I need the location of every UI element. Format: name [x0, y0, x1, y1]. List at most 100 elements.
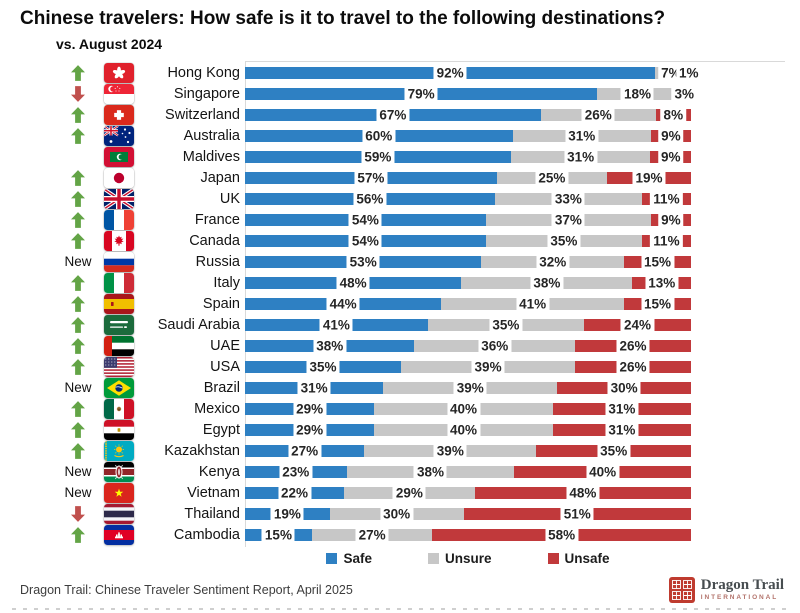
stacked-bar: 38% 36% 26% — [245, 338, 691, 353]
safe-value-label: 60% — [362, 128, 396, 143]
unsure-bar-segment: 39% — [401, 359, 576, 374]
eg-flag-icon — [104, 419, 134, 440]
safe-value-label: 67% — [376, 107, 410, 122]
unsafe-value-label: 51% — [560, 506, 594, 521]
chart-row: Kazakhstan 27% 39% 35% — [0, 440, 800, 461]
chart-row: Thailand 19% 30% 51% — [0, 503, 800, 524]
chart-legend: Safe Unsure Unsafe — [245, 551, 691, 566]
chart-row: Switzerland 67% 26% 8% — [0, 104, 800, 125]
unsafe-value-label: 11% — [650, 233, 683, 248]
unsure-value-label: 27% — [355, 527, 389, 542]
unsure-value-label: 29% — [392, 485, 426, 500]
th-flag-icon — [104, 503, 134, 524]
unsafe-bar-segment: 11% — [641, 191, 691, 206]
safe-value-label: 29% — [293, 401, 327, 416]
safe-value-label: 44% — [326, 296, 360, 311]
dragon-trail-seal-icon — [668, 577, 695, 603]
safe-bar-segment: 38% — [245, 338, 415, 353]
stacked-bar: 54% 37% 9% — [245, 212, 691, 227]
unsafe-bar-segment: 9% — [650, 212, 691, 227]
stacked-bar: 15% 27% 58% — [245, 527, 691, 542]
unsure-value-label: 31% — [564, 149, 598, 164]
kh-flag-icon — [104, 524, 134, 545]
country-label: France — [194, 211, 240, 228]
country-label: Brazil — [203, 379, 240, 396]
unsafe-bar-segment: 26% — [575, 338, 691, 353]
stacked-bar: 19% 30% 51% — [245, 506, 691, 521]
trend-up-icon — [71, 400, 85, 417]
unsafe-value-label: 11% — [650, 191, 683, 206]
sa-flag-icon — [104, 314, 134, 335]
trend-indicator — [54, 337, 102, 354]
unsafe-value-label: 40% — [586, 464, 620, 479]
country-label: Egypt — [202, 421, 240, 438]
unsure-bar-segment: 33% — [494, 191, 642, 206]
trend-indicator — [54, 505, 102, 522]
chart-row: USA 35% 39% 26% — [0, 356, 800, 377]
safe-bar-segment: 15% — [245, 527, 312, 542]
stacked-bar: 29% 40% 31% — [245, 401, 691, 416]
unsafe-bar-segment: 19% — [607, 170, 691, 185]
trend-indicator — [54, 106, 102, 123]
safe-value-label: 38% — [313, 338, 347, 353]
safe-value-label: 27% — [288, 443, 322, 458]
uk-flag-icon — [104, 188, 134, 209]
country-label: Maldives — [182, 148, 240, 165]
chart-rows: Hong Kong 92% 7% 1% Singapore 79% 18% — [0, 62, 800, 545]
unsure-value-label: 40% — [447, 422, 481, 437]
unsafe-bar-segment: 11% — [641, 233, 691, 248]
chart-row: UK 56% 33% 11% — [0, 188, 800, 209]
us-flag-icon — [104, 356, 134, 377]
trend-up-icon — [71, 274, 85, 291]
safe-bar-segment: 19% — [245, 506, 330, 521]
unsure-bar-segment: 29% — [344, 485, 475, 500]
country-label: Switzerland — [165, 106, 240, 123]
trend-indicator — [54, 421, 102, 438]
logo-title: Dragon Trail — [700, 577, 784, 593]
new-badge: New — [64, 464, 92, 479]
trend-up-icon — [71, 106, 85, 123]
unsafe-bar-segment: 48% — [474, 485, 691, 500]
unsafe-value-label: 9% — [657, 149, 684, 164]
chart-row: Australia 60% 31% 9% — [0, 125, 800, 146]
country-label: Cambodia — [173, 526, 240, 543]
legend-item-safe: Safe — [326, 551, 372, 566]
unsure-bar-segment: 39% — [364, 443, 537, 458]
chart-row: Hong Kong 92% 7% 1% — [0, 62, 800, 83]
safe-value-label: 35% — [306, 359, 340, 374]
new-badge: New — [64, 380, 92, 395]
unsafe-value-label: 58% — [545, 527, 579, 542]
sg-flag-icon — [104, 83, 134, 104]
stacked-bar: 41% 35% 24% — [245, 317, 691, 332]
country-label: Japan — [200, 169, 240, 186]
unsure-bar-segment: 27% — [311, 527, 433, 542]
trend-up-icon — [71, 169, 85, 186]
unsafe-value-label: 19% — [632, 170, 666, 185]
unsafe-bar-segment: 31% — [552, 401, 691, 416]
unsafe-value-label: 13% — [645, 275, 679, 290]
trend-down-icon — [71, 505, 85, 522]
page-title: Chinese travelers: How safe is it to tra… — [20, 8, 666, 29]
unsure-bar-segment: 18% — [597, 86, 678, 101]
country-label: USA — [210, 358, 240, 375]
unsafe-bar-segment: 3% — [671, 86, 698, 101]
country-label: UAE — [210, 337, 240, 354]
unsafe-bar-segment: 15% — [624, 254, 691, 269]
source-note: Dragon Trail: Chinese Traveler Sentiment… — [20, 583, 353, 597]
legend-item-unsafe: Unsafe — [547, 551, 610, 566]
es-flag-icon — [104, 293, 134, 314]
unsure-value-label: 38% — [530, 275, 564, 290]
safe-value-label: 79% — [404, 86, 438, 101]
safe-bar-segment: 53% — [245, 254, 482, 269]
country-label: Spain — [202, 295, 240, 312]
country-label: Australia — [183, 127, 240, 144]
trend-indicator — [54, 64, 102, 81]
au-flag-icon — [104, 125, 134, 146]
dragon-trail-logo: Dragon Trail INTERNATIONAL — [668, 577, 784, 603]
trend-up-icon — [71, 127, 85, 144]
unsure-bar-segment: 38% — [461, 275, 633, 290]
unsafe-value-label: 8% — [660, 107, 687, 122]
stacked-bar: 31% 39% 30% — [245, 380, 691, 395]
unsafe-bar-segment: 30% — [557, 380, 691, 395]
legend-swatch-safe-icon — [326, 553, 338, 564]
